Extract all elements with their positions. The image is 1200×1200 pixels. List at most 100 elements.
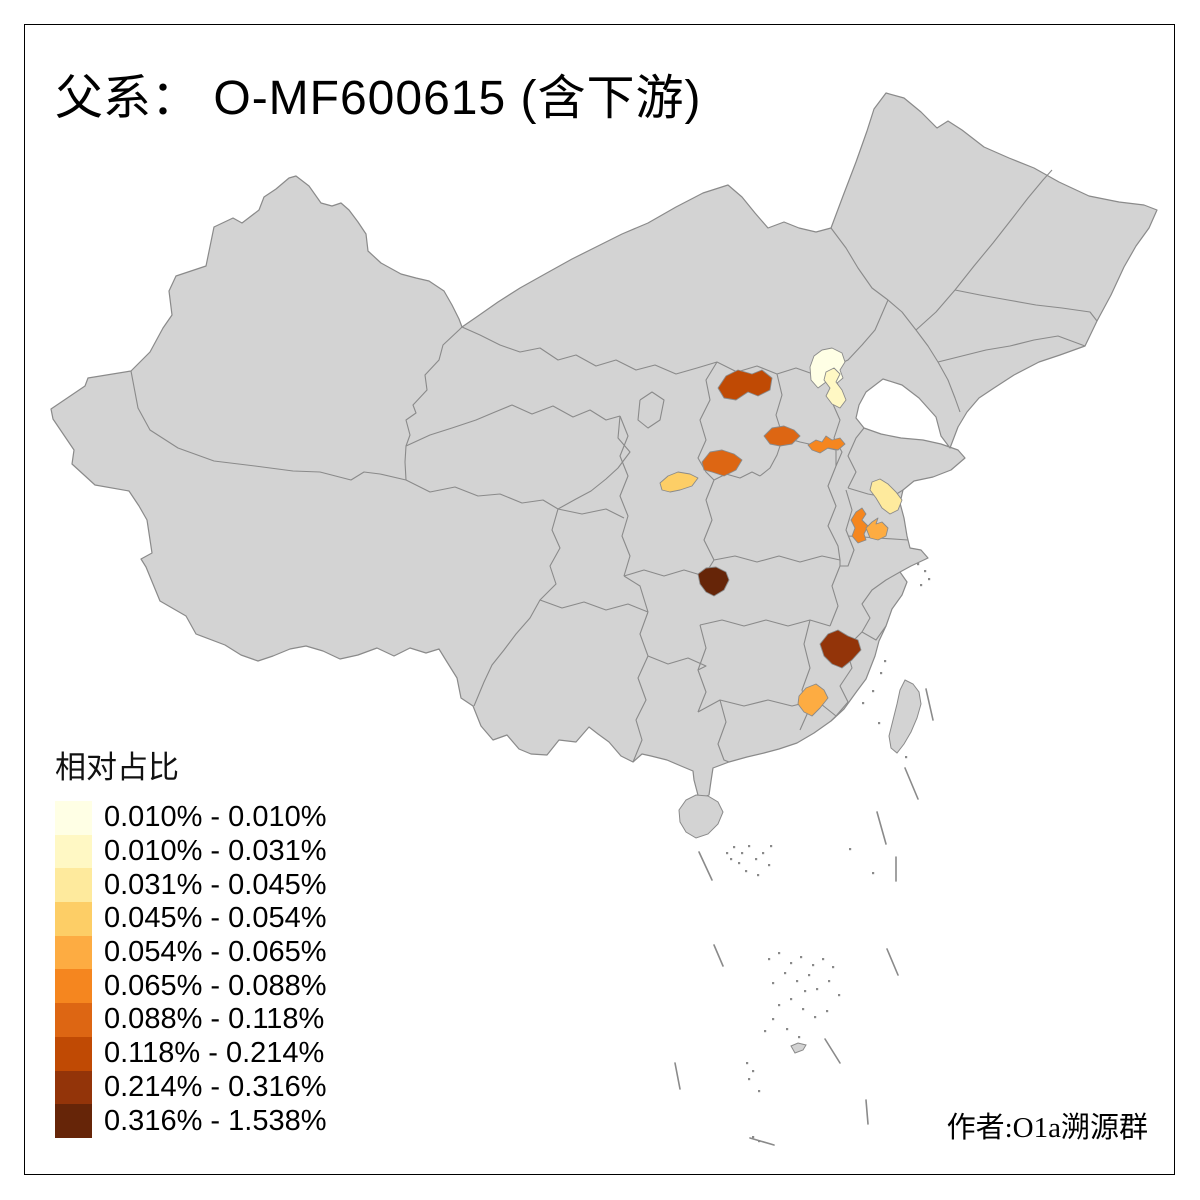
prefecture-patch-yuncheng bbox=[701, 449, 743, 477]
islet-dot bbox=[790, 998, 793, 1001]
islet-dot bbox=[796, 980, 799, 983]
islet-dot bbox=[746, 1062, 749, 1065]
islet-dot bbox=[745, 870, 748, 873]
prefecture-patch-anyang bbox=[807, 435, 846, 454]
prefecture-patch-changzhi bbox=[763, 425, 801, 447]
legend-label: 0.045% - 0.054% bbox=[104, 902, 327, 935]
province-border bbox=[827, 465, 841, 561]
islet-dot bbox=[812, 964, 815, 967]
islet-dot bbox=[757, 874, 760, 877]
islet-dot bbox=[924, 570, 927, 573]
prefecture-patch-zhangzhou bbox=[797, 683, 829, 717]
legend-rows: 0.010% - 0.010% 0.010% - 0.031% 0.031% - 0… bbox=[55, 801, 326, 1138]
islet-dot bbox=[764, 1030, 767, 1033]
prefecture-patch-sanmenxia bbox=[659, 471, 699, 493]
legend-label: 0.316% - 1.538% bbox=[104, 1104, 327, 1137]
islet-dot bbox=[772, 982, 775, 985]
author-credit: 作者:O1a溯源群 bbox=[946, 1112, 1148, 1144]
legend-swatch bbox=[55, 834, 92, 869]
province-border bbox=[619, 415, 631, 577]
legend-swatch bbox=[55, 902, 92, 936]
islet-dot bbox=[752, 1136, 755, 1139]
islet-dot bbox=[768, 958, 771, 961]
province-border bbox=[861, 571, 901, 641]
islet-dot bbox=[872, 690, 875, 693]
province-border bbox=[937, 335, 1086, 363]
islet-dot bbox=[822, 958, 825, 961]
islet-dot bbox=[733, 846, 736, 849]
province-border bbox=[539, 599, 649, 613]
province-border bbox=[647, 655, 707, 671]
islet-dot bbox=[778, 952, 781, 955]
legend-label: 0.054% - 0.065% bbox=[104, 936, 327, 969]
legend-item: 0.088% - 0.118% bbox=[55, 1003, 326, 1037]
nine-dash-segment bbox=[904, 767, 919, 800]
legend-item: 0.010% - 0.010% bbox=[55, 801, 326, 835]
province-border bbox=[405, 479, 559, 510]
islet-dot bbox=[872, 872, 875, 875]
province-border bbox=[713, 471, 761, 481]
islet-dot bbox=[802, 1008, 805, 1011]
province-border bbox=[840, 489, 855, 567]
islet-dot bbox=[880, 672, 883, 675]
islet-dot bbox=[814, 1016, 817, 1019]
province-border bbox=[623, 575, 649, 613]
islet-dot bbox=[928, 578, 931, 581]
province-border bbox=[717, 699, 730, 763]
legend-label: 0.214% - 0.316% bbox=[104, 1070, 327, 1103]
islet-dot bbox=[800, 956, 803, 959]
islet-dot bbox=[752, 1070, 755, 1073]
province-border bbox=[130, 370, 407, 481]
islet-dot bbox=[917, 563, 920, 566]
legend-label: 0.031% - 0.045% bbox=[104, 868, 327, 901]
islet-dot bbox=[755, 858, 758, 861]
legend-swatch bbox=[55, 801, 92, 835]
nine-dash-segment bbox=[749, 1137, 775, 1146]
islet-dot bbox=[832, 966, 835, 969]
islet-dot bbox=[838, 994, 841, 997]
province-border bbox=[703, 479, 715, 561]
legend-item: 0.031% - 0.045% bbox=[55, 868, 327, 903]
islet-dot bbox=[804, 990, 807, 993]
islet-dot bbox=[828, 980, 831, 983]
province-border bbox=[557, 415, 631, 510]
islet-dot bbox=[726, 852, 729, 855]
legend-label: 0.088% - 0.118% bbox=[104, 1003, 325, 1036]
islet-dot bbox=[778, 1004, 781, 1007]
nine-dash-segment bbox=[674, 1062, 681, 1090]
islet-dot bbox=[849, 848, 852, 851]
province-border bbox=[954, 289, 1098, 322]
islet-dot bbox=[790, 962, 793, 965]
page-title: 父系： O-MF600615 (含下游) bbox=[55, 58, 701, 128]
legend-swatch bbox=[55, 969, 92, 1004]
islet-dot bbox=[798, 1036, 801, 1039]
legend-label: 0.118% - 0.214% bbox=[104, 1037, 325, 1070]
islet-dot bbox=[738, 862, 741, 865]
china-mainland bbox=[50, 92, 1158, 800]
islet-dot bbox=[768, 864, 771, 867]
legend-label: 0.010% - 0.031% bbox=[104, 835, 327, 868]
islet-dot bbox=[762, 852, 765, 855]
nine-dash-segment bbox=[925, 688, 934, 721]
province-border bbox=[405, 404, 621, 447]
nine-dash-segment bbox=[876, 811, 887, 845]
prefecture-patch-xinzhou bbox=[717, 369, 773, 401]
islet-dot bbox=[730, 858, 733, 861]
islet-dot bbox=[748, 845, 751, 848]
legend-item: 0.045% - 0.054% bbox=[55, 902, 326, 936]
islet-dot bbox=[884, 660, 887, 663]
province-border bbox=[632, 611, 649, 763]
islet-dot bbox=[920, 584, 923, 587]
nine-dash-segment bbox=[886, 948, 899, 976]
province-border bbox=[847, 427, 865, 489]
province-border bbox=[473, 508, 561, 707]
islet-dot bbox=[808, 974, 811, 977]
islet-dot bbox=[786, 1028, 789, 1031]
legend-label: 0.065% - 0.088% bbox=[104, 969, 327, 1002]
island-hainan bbox=[678, 794, 724, 839]
province-border bbox=[713, 555, 841, 563]
islet-dot bbox=[770, 845, 773, 848]
islet-dot bbox=[741, 852, 744, 855]
islet-dot bbox=[862, 702, 865, 705]
